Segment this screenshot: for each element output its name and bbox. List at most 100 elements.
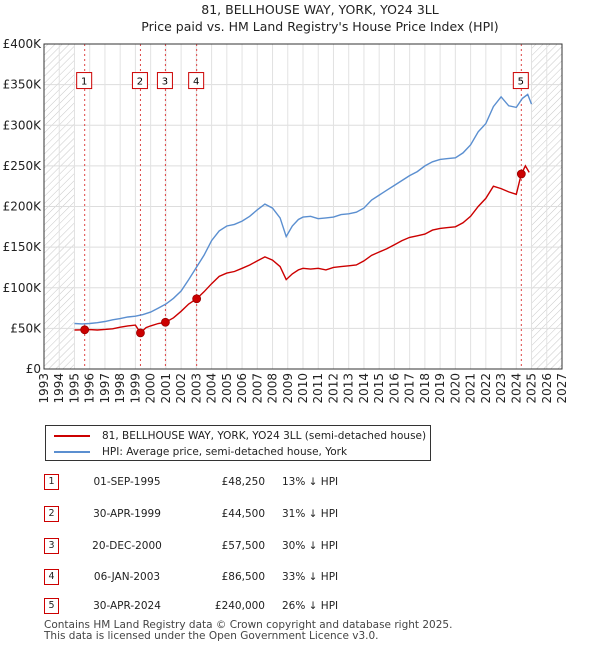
legend-item-property: 81, BELLHOUSE WAY, YORK, YO24 3LL (semi-…: [54, 428, 426, 444]
x-tick-label: 1995: [67, 373, 81, 404]
sale-row: 1 01-SEP-1995 £48,250 13% ↓ HPI: [0, 474, 600, 492]
x-tick-label: 2012: [326, 373, 340, 404]
x-tick-label: 1997: [98, 373, 112, 404]
legend: 81, BELLHOUSE WAY, YORK, YO24 3LL (semi-…: [45, 425, 431, 461]
x-tick-label: 2018: [418, 373, 432, 404]
sale-price: £86,500: [221, 571, 265, 583]
x-tick-label: 2003: [189, 373, 203, 404]
x-tick-label: 2024: [509, 373, 523, 404]
sale-hpi-diff: 31% ↓ HPI: [282, 508, 339, 520]
x-tick-label: 2009: [281, 373, 295, 404]
legend-label-hpi: HPI: Average price, semi-detached house,…: [102, 446, 348, 458]
x-tick-label: 2025: [525, 373, 539, 404]
sale-point: [161, 317, 170, 327]
sale-hpi-diff: 26% ↓ HPI: [282, 600, 339, 612]
sale-row: 4 06-JAN-2003 £86,500 33% ↓ HPI: [0, 569, 600, 587]
sale-price: £48,250: [221, 476, 265, 488]
sale-point: [516, 169, 526, 179]
sale-marker-box: [188, 72, 205, 90]
x-tick-label: 2005: [220, 373, 234, 404]
chart-subtitle: Price paid vs. HM Land Registry's House …: [141, 19, 498, 34]
x-tick-label: 1994: [52, 373, 66, 404]
sale-date: 06-JAN-2003: [93, 571, 161, 583]
x-tick-label: 1998: [113, 373, 127, 404]
x-tick-label: 2027: [555, 373, 569, 404]
x-tick-label: 2008: [266, 373, 280, 404]
footer-licence: This data is licensed under the Open Gov…: [44, 630, 379, 642]
x-tick-label: 2002: [174, 373, 188, 404]
sale-point: [80, 325, 90, 335]
x-tick-label: 2007: [250, 373, 264, 404]
x-tick-label: 2021: [464, 373, 478, 404]
sale-number-badge: 1: [44, 474, 59, 490]
sale-marker-number: 3: [162, 77, 168, 88]
y-tick-label: £0: [26, 362, 41, 376]
sale-point: [192, 294, 202, 304]
sale-date: 01-SEP-1995: [93, 476, 161, 488]
x-tick-label: 2023: [494, 373, 508, 404]
x-tick-label: 2026: [540, 373, 554, 404]
chart-title: 81, BELLHOUSE WAY, YORK, YO24 3LL: [201, 2, 438, 17]
sale-marker-number: 5: [518, 77, 524, 88]
sale-number-badge: 3: [44, 538, 59, 554]
x-tick-label: 1999: [128, 373, 142, 404]
x-tick-label: 2022: [479, 373, 493, 404]
footer-attribution: Contains HM Land Registry data © Crown c…: [44, 620, 452, 642]
sale-number-badge: 5: [44, 598, 59, 614]
sale-marker-number: 2: [137, 77, 143, 88]
legend-item-hpi: HPI: Average price, semi-detached house,…: [54, 444, 347, 460]
sale-date: 30-APR-2024: [93, 600, 161, 612]
y-tick-label: £50K: [10, 321, 42, 335]
series-line-hpi: [74, 93, 533, 325]
sale-marker-box: [76, 72, 93, 90]
sale-price: £240,000: [214, 600, 265, 612]
sale-row: 2 30-APR-1999 £44,500 31% ↓ HPI: [0, 506, 600, 524]
sale-number-badge: 2: [44, 506, 59, 522]
sale-date: 20-DEC-2000: [92, 540, 162, 552]
x-tick-label: 2020: [448, 373, 462, 404]
x-tick-label: 2001: [159, 373, 173, 404]
legend-swatch-hpi: [54, 451, 90, 453]
sale-price: £57,500: [221, 540, 265, 552]
x-tick-label: 2004: [205, 373, 219, 404]
sale-marker-number: 1: [81, 77, 87, 88]
sale-hpi-diff: 33% ↓ HPI: [282, 571, 339, 583]
x-tick-label: 2011: [311, 373, 325, 404]
price-chart: 81, BELLHOUSE WAY, YORK, YO24 3LL Price …: [3, 2, 569, 404]
x-tick-label: 2010: [296, 373, 310, 404]
y-tick-label: £100K: [3, 281, 43, 295]
x-tick-label: 1996: [83, 373, 97, 404]
x-tick-label: 2015: [372, 373, 386, 404]
sale-date: 30-APR-1999: [93, 508, 161, 520]
y-tick-label: £200K: [3, 200, 43, 214]
sale-hpi-diff: 30% ↓ HPI: [282, 540, 339, 552]
legend-label-property: 81, BELLHOUSE WAY, YORK, YO24 3LL (semi-…: [102, 430, 427, 442]
x-tick-label: 2013: [342, 373, 356, 404]
y-tick-label: £400K: [3, 37, 43, 51]
x-tick-label: 2017: [403, 373, 417, 404]
sale-point: [136, 328, 145, 338]
sale-row: 3 20-DEC-2000 £57,500 30% ↓ HPI: [0, 538, 600, 556]
x-tick-label: 1993: [37, 373, 51, 404]
sale-marker-box: [131, 72, 148, 90]
legend-swatch-property: [54, 435, 90, 437]
sale-hpi-diff: 13% ↓ HPI: [282, 476, 339, 488]
sale-price: £44,500: [221, 508, 265, 520]
sale-row: 5 30-APR-2024 £240,000 26% ↓ HPI: [0, 598, 600, 616]
sale-marker-box: [512, 72, 529, 90]
x-tick-label: 2019: [433, 373, 447, 404]
sale-number-badge: 4: [44, 569, 59, 585]
x-tick-label: 2016: [387, 373, 401, 404]
y-tick-label: £150K: [3, 240, 43, 254]
x-tick-label: 2006: [235, 373, 249, 404]
y-tick-label: £250K: [3, 159, 43, 173]
y-tick-label: £350K: [3, 78, 43, 92]
x-tick-label: 2014: [357, 373, 371, 404]
x-tick-label: 2000: [144, 373, 158, 404]
series-line-property: [74, 164, 530, 334]
y-tick-label: £300K: [3, 118, 43, 132]
sale-marker-number: 4: [193, 77, 199, 88]
footer-copyright: Contains HM Land Registry data © Crown c…: [44, 619, 453, 631]
sale-marker-box: [156, 72, 173, 90]
plot-border: [43, 43, 563, 370]
